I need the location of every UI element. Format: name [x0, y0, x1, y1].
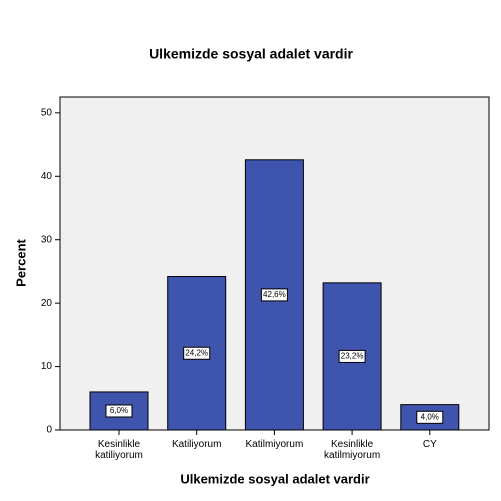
y-tick-label: 40: [41, 171, 53, 182]
x-tick-label: Kesinlikle katiliyorum: [95, 439, 143, 461]
value-label: 23,2%: [341, 352, 364, 361]
x-axis-label: Ulkemizde sosyal adalet vardir: [180, 471, 369, 486]
value-label-box: [183, 346, 211, 360]
y-tick-label: 50: [41, 107, 53, 118]
x-tick-label: Katilmiyorum: [245, 439, 304, 450]
chart-title: Ulkemizde sosyal adalet vardir: [149, 46, 353, 62]
value-label-box: [105, 404, 133, 418]
y-tick-label: 30: [41, 234, 53, 245]
value-label-box: [416, 410, 444, 424]
y-tick-label: 0: [46, 425, 52, 436]
value-label-box: [260, 288, 288, 302]
y-axis-label: Percent: [13, 238, 28, 286]
value-label: 6,0%: [110, 406, 128, 415]
value-label: 4,0%: [421, 412, 439, 421]
value-label: 24,2%: [185, 348, 208, 357]
value-label-box: [338, 349, 366, 363]
x-tick-label: Katiliyorum: [171, 439, 222, 450]
y-tick-label: 20: [41, 298, 53, 309]
value-label: 42,6%: [263, 290, 286, 299]
x-tick-label: CY: [422, 439, 437, 450]
y-tick-label: 10: [41, 361, 53, 372]
x-tick-label: Kesinlikle katilmiyorum: [324, 439, 381, 461]
